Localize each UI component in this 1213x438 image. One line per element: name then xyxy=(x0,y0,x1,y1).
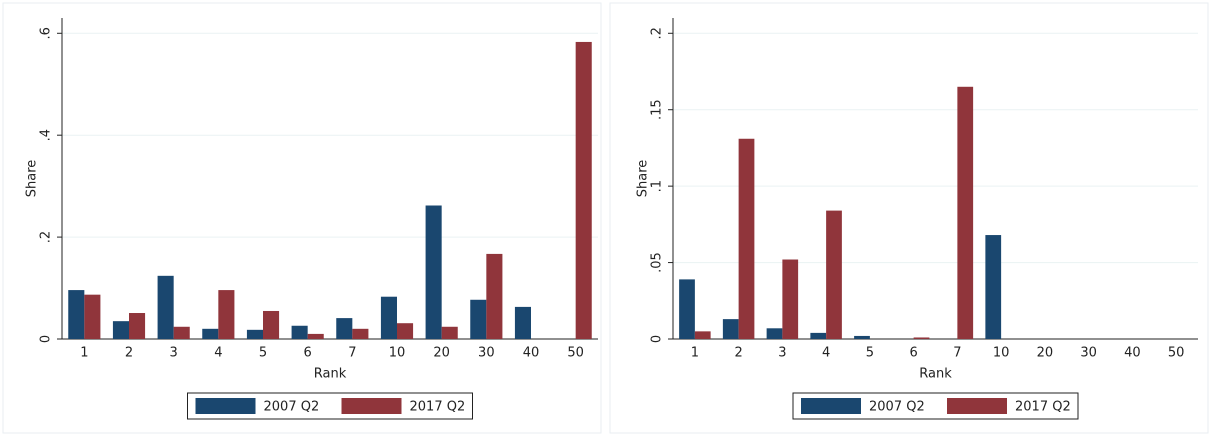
chart-panel: 0 .2 .4 .6 Share Rank 1 2 3 4 5 6 7 10 20 30 40 50 2007 Q2… xyxy=(2,2,602,434)
bar xyxy=(679,279,695,339)
y-tick-label: .1 xyxy=(650,180,665,192)
legend-box xyxy=(187,392,473,420)
y-tick-label: .4 xyxy=(39,129,54,141)
bar xyxy=(218,290,235,339)
bar xyxy=(202,328,219,339)
bar xyxy=(575,41,592,339)
y-tick-label: .05 xyxy=(650,252,665,273)
y-axis-title: Share xyxy=(25,160,40,198)
bar xyxy=(985,235,1002,339)
bar xyxy=(157,275,174,339)
x-tick-label: 40 xyxy=(1124,346,1141,361)
x-axis-title: Rank xyxy=(919,367,952,382)
bar xyxy=(425,205,442,339)
x-axis-title: Rank xyxy=(314,367,347,382)
x-tick-label: 30 xyxy=(1080,346,1097,361)
panel-frame xyxy=(2,2,602,434)
legend-swatch xyxy=(801,398,861,414)
bar xyxy=(766,328,783,339)
bar xyxy=(112,321,129,339)
y-axis-title: Share xyxy=(636,160,651,198)
bar xyxy=(470,299,487,339)
bar xyxy=(129,313,146,339)
bar xyxy=(738,138,755,339)
y-tick-label: .2 xyxy=(650,27,665,39)
x-tick-label: 50 xyxy=(1168,346,1185,361)
bar xyxy=(486,253,503,339)
y-tick-label: 0 xyxy=(39,335,54,343)
panel-frame xyxy=(609,2,1209,434)
chart-panel: 0 .05 .1 .15 .2 Share Rank 1 2 3 4 5 6 7 10 20 30 40 50 200… xyxy=(609,2,1209,434)
bar xyxy=(307,333,324,339)
x-tick-label: 1 xyxy=(80,346,88,361)
bar xyxy=(291,325,308,339)
bar xyxy=(246,329,263,339)
bar xyxy=(336,318,353,339)
x-tick-label: 2 xyxy=(734,346,742,361)
bar xyxy=(84,294,101,339)
bar xyxy=(694,331,711,339)
x-tick-label: 2 xyxy=(125,346,133,361)
y-tick-label: .6 xyxy=(39,27,54,39)
bar xyxy=(380,296,397,339)
x-tick-label: 1 xyxy=(691,346,699,361)
x-tick-label: 4 xyxy=(822,346,830,361)
bar xyxy=(263,310,280,339)
x-tick-label: 7 xyxy=(953,346,961,361)
x-tick-label: 4 xyxy=(214,346,222,361)
x-tick-label: 20 xyxy=(433,346,450,361)
x-tick-label: 3 xyxy=(778,346,786,361)
x-tick-label: 6 xyxy=(909,346,917,361)
x-tick-label: 50 xyxy=(567,346,584,361)
x-tick-label: 40 xyxy=(523,346,540,361)
x-tick-label: 20 xyxy=(1037,346,1054,361)
legend-label: 2007 Q2 xyxy=(264,400,320,415)
y-tick-label: 0 xyxy=(650,335,665,343)
bar xyxy=(782,259,799,339)
legend-swatch xyxy=(195,398,256,414)
x-tick-label: 7 xyxy=(348,346,356,361)
bar xyxy=(397,323,414,339)
x-tick-label: 10 xyxy=(389,346,406,361)
x-tick-label: 6 xyxy=(304,346,312,361)
x-tick-label: 10 xyxy=(993,346,1010,361)
bar xyxy=(854,335,870,339)
legend-swatch xyxy=(341,398,402,414)
legend-label: 2017 Q2 xyxy=(410,400,466,415)
x-tick-label: 30 xyxy=(478,346,495,361)
bar xyxy=(826,210,842,339)
bar xyxy=(173,326,190,339)
legend-swatch xyxy=(947,398,1007,414)
legend-label: 2007 Q2 xyxy=(869,400,925,415)
bar xyxy=(514,306,531,339)
bar xyxy=(913,337,930,339)
y-tick-label: .15 xyxy=(650,99,665,120)
x-tick-label: 5 xyxy=(866,346,874,361)
bar xyxy=(441,326,458,339)
y-tick-label: .2 xyxy=(39,231,54,243)
x-tick-label: 3 xyxy=(170,346,178,361)
legend-label: 2017 Q2 xyxy=(1015,400,1071,415)
bar xyxy=(722,319,739,339)
bar xyxy=(68,290,85,339)
bar xyxy=(352,328,369,339)
bar xyxy=(957,86,974,340)
bar xyxy=(810,332,827,339)
x-tick-label: 5 xyxy=(259,346,267,361)
